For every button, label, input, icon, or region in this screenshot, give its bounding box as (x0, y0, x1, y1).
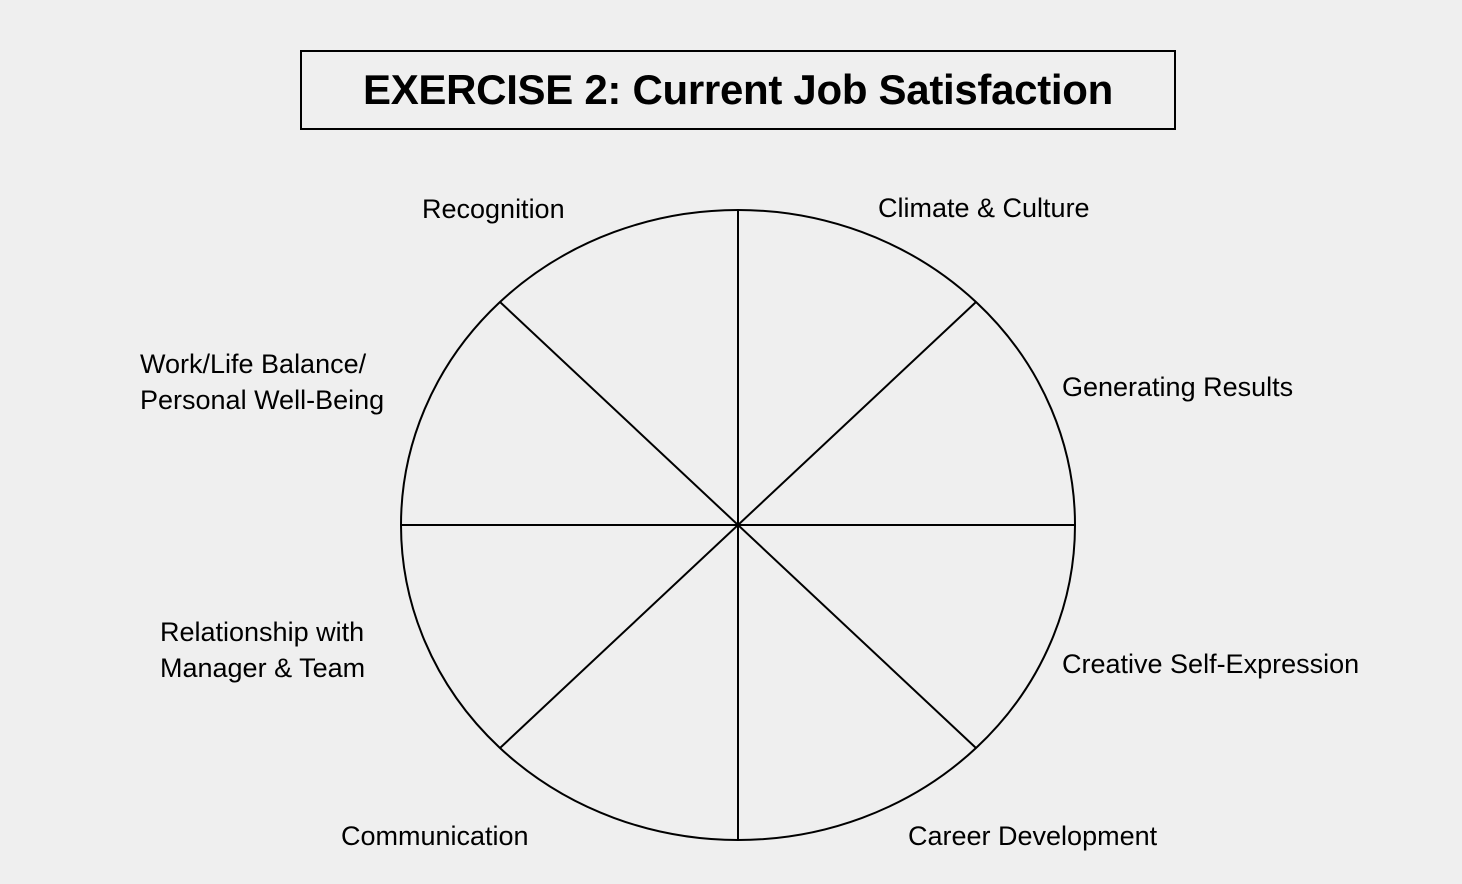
segment-label-line: Personal Well-Being (140, 385, 385, 415)
segment-label-career-development: Career Development (908, 818, 1157, 854)
page-title: EXERCISE 2: Current Job Satisfaction (362, 66, 1114, 113)
segment-label-line: Generating Results (1062, 372, 1294, 402)
segment-label-communication: Communication (341, 818, 529, 854)
segment-label-line: Relationship with (160, 617, 365, 647)
segment-label-relationship-manager-team: Relationship with Manager & Team (160, 614, 365, 686)
wheel-divider-diagonal-falling (499, 301, 977, 749)
segment-label-line: Recognition (422, 194, 565, 224)
segment-label-work-life-balance: Work/Life Balance/ Personal Well-Being (140, 346, 384, 418)
segment-label-line: Climate & Culture (878, 193, 1090, 223)
segment-label-recognition: Recognition (422, 191, 565, 227)
segment-label-line: Communication (341, 821, 529, 851)
segment-label-climate-culture: Climate & Culture (878, 190, 1090, 226)
segment-label-line: Work/Life Balance/ (140, 349, 367, 379)
segment-label-creative-self-expression: Creative Self-Expression (1062, 646, 1359, 682)
segment-label-line: Career Development (908, 821, 1158, 851)
segment-label-line: Creative Self-Expression (1062, 649, 1360, 679)
segment-label-line: Manager & Team (160, 653, 366, 683)
segment-label-generating-results: Generating Results (1062, 369, 1293, 405)
title-box: EXERCISE 2: Current Job Satisfaction (300, 50, 1176, 130)
